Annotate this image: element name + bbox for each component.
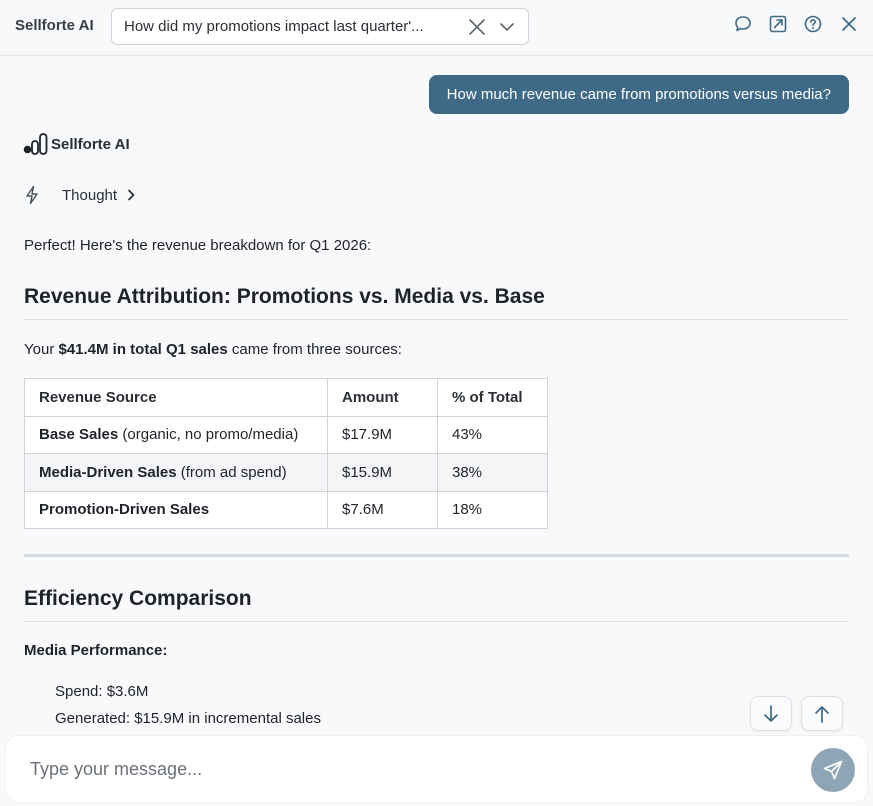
para-suffix: came from three sources: (227, 341, 402, 358)
arrow-up-icon (815, 705, 829, 723)
table-cell-pct: 18% (437, 490, 548, 529)
para-bold: $41.4M in total Q1 sales (58, 341, 228, 358)
sellforte-logo-icon (23, 133, 48, 155)
media-performance-label: Media Performance: (24, 642, 168, 659)
source-bold: Promotion-Driven Sales (39, 501, 210, 519)
conversation-title: How did my promotions impact last quarte… (124, 18, 424, 35)
table-header: Revenue Source (24, 378, 328, 417)
table-row: Media-Driven Sales (from ad spend) $15.9… (24, 453, 548, 492)
table-header: % of Total (437, 378, 548, 417)
arrow-down-icon (764, 704, 778, 722)
assistant-header: Sellforte AI (23, 132, 130, 156)
divider (24, 319, 849, 320)
app-title: Sellforte AI (15, 17, 94, 34)
table-row: Base Sales (organic, no promo/media) $17… (24, 415, 548, 454)
message-composer (6, 736, 867, 802)
thought-toggle[interactable]: Thought (24, 184, 136, 206)
list-item: Generated: $15.9M in incremental sales (55, 710, 321, 727)
list-item: Spend: $3.6M (55, 683, 149, 700)
scroll-down-button[interactable] (750, 696, 792, 731)
section-separator (24, 554, 849, 557)
table-cell-pct: 38% (437, 453, 548, 492)
table-cell-source: Promotion-Driven Sales (24, 490, 328, 529)
section-title-efficiency: Efficiency Comparison (24, 587, 252, 610)
lightning-icon (26, 185, 38, 205)
open-external-icon[interactable] (768, 14, 788, 34)
para-prefix: Your (24, 341, 59, 358)
source-rest: (from ad spend) (176, 463, 287, 481)
send-button[interactable] (811, 748, 855, 792)
user-message-bubble: How much revenue came from promotions ve… (428, 75, 849, 114)
assistant-name: Sellforte AI (51, 135, 130, 153)
table-cell-amount: $15.9M (327, 453, 438, 492)
header: Sellforte AI How did my promotions impac… (0, 0, 873, 56)
table-cell-source: Media-Driven Sales (from ad spend) (24, 453, 328, 492)
close-icon[interactable] (839, 14, 859, 34)
divider (24, 621, 849, 622)
revenue-table: Revenue Source Amount % of Total Base Sa… (24, 378, 548, 529)
message-input[interactable] (30, 759, 770, 780)
table-cell-pct: 43% (437, 415, 548, 454)
table-cell-source: Base Sales (organic, no promo/media) (24, 415, 328, 454)
section-title-revenue-attribution: Revenue Attribution: Promotions vs. Medi… (24, 285, 545, 308)
thought-label: Thought (62, 186, 118, 204)
table-row: Promotion-Driven Sales $7.6M 18% (24, 490, 548, 529)
source-rest: (organic, no promo/media) (118, 426, 299, 444)
table-cell-amount: $7.6M (327, 490, 438, 529)
scroll-up-button[interactable] (801, 696, 843, 731)
conversation-select[interactable]: How did my promotions impact last quarte… (111, 8, 529, 45)
table-cell-amount: $17.9M (327, 415, 438, 454)
help-icon[interactable] (803, 14, 823, 34)
summary-paragraph: Your $41.4M in total Q1 sales came from … (24, 341, 402, 358)
source-bold: Media-Driven Sales (39, 463, 177, 481)
table-header-row: Revenue Source Amount % of Total (24, 378, 548, 417)
assistant-intro: Perfect! Here's the revenue breakdown fo… (24, 237, 372, 254)
source-bold: Base Sales (39, 426, 119, 444)
chat-icon[interactable] (733, 14, 753, 34)
clear-icon[interactable] (468, 18, 486, 36)
chevron-right-icon (128, 189, 135, 201)
chevron-down-icon[interactable] (498, 18, 516, 36)
table-header: Amount (327, 378, 438, 417)
send-icon (823, 760, 843, 780)
